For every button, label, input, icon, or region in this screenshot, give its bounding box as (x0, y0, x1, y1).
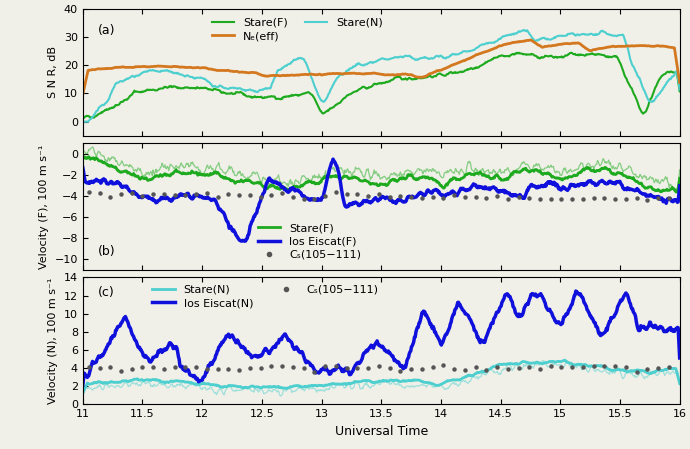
Y-axis label: S N R, dB: S N R, dB (48, 46, 58, 98)
Stare(F) (79, 116, 87, 121)
Stare(N) (426, 56, 434, 61)
Text: (b): (b) (98, 245, 115, 258)
Nₑ(eff) (532, 41, 540, 46)
X-axis label: Universal Time: Universal Time (335, 424, 428, 437)
Legend: Stare(F), los Eiscat(F), Cₛ(105−111): Stare(F), los Eiscat(F), Cₛ(105−111) (254, 219, 366, 264)
Stare(F) (441, 73, 449, 79)
Text: (c): (c) (98, 286, 115, 299)
Stare(N) (116, 79, 124, 84)
Legend: Stare(F), Nₑ(eff), Stare(N): Stare(F), Nₑ(eff), Stare(N) (208, 13, 387, 45)
Stare(F) (459, 69, 467, 75)
Y-axis label: Velocity (F), 100 m s⁻¹: Velocity (F), 100 m s⁻¹ (39, 144, 49, 269)
Stare(N) (520, 27, 529, 33)
Stare(N) (594, 31, 602, 37)
Stare(F) (115, 101, 124, 107)
Nₑ(eff) (676, 80, 684, 85)
Stare(N) (79, 119, 87, 124)
Stare(N) (676, 87, 684, 92)
Nₑ(eff) (526, 37, 534, 43)
Stare(F) (676, 88, 684, 94)
Stare(F) (425, 73, 433, 79)
Stare(F) (515, 50, 523, 55)
Nₑ(eff) (441, 66, 449, 71)
Stare(N) (533, 38, 541, 43)
Line: Nₑ(eff): Nₑ(eff) (83, 40, 680, 94)
Y-axis label: Velocity (N), 100 m s⁻¹: Velocity (N), 100 m s⁻¹ (48, 277, 58, 404)
Nₑ(eff) (115, 65, 124, 70)
Stare(F) (593, 52, 602, 57)
Stare(N) (460, 48, 468, 54)
Stare(N) (442, 56, 450, 61)
Stare(F) (532, 53, 540, 59)
Nₑ(eff) (593, 46, 602, 52)
Text: (a): (a) (98, 24, 115, 37)
Line: Stare(N): Stare(N) (83, 30, 680, 122)
Line: Stare(F): Stare(F) (83, 53, 680, 119)
Nₑ(eff) (459, 58, 467, 64)
Nₑ(eff) (79, 92, 87, 97)
Stare(N) (81, 119, 89, 124)
Nₑ(eff) (425, 71, 433, 77)
Legend: Stare(N), los Eiscat(N), Cₛ(105−111): Stare(N), los Eiscat(N), Cₛ(105−111) (148, 281, 383, 313)
